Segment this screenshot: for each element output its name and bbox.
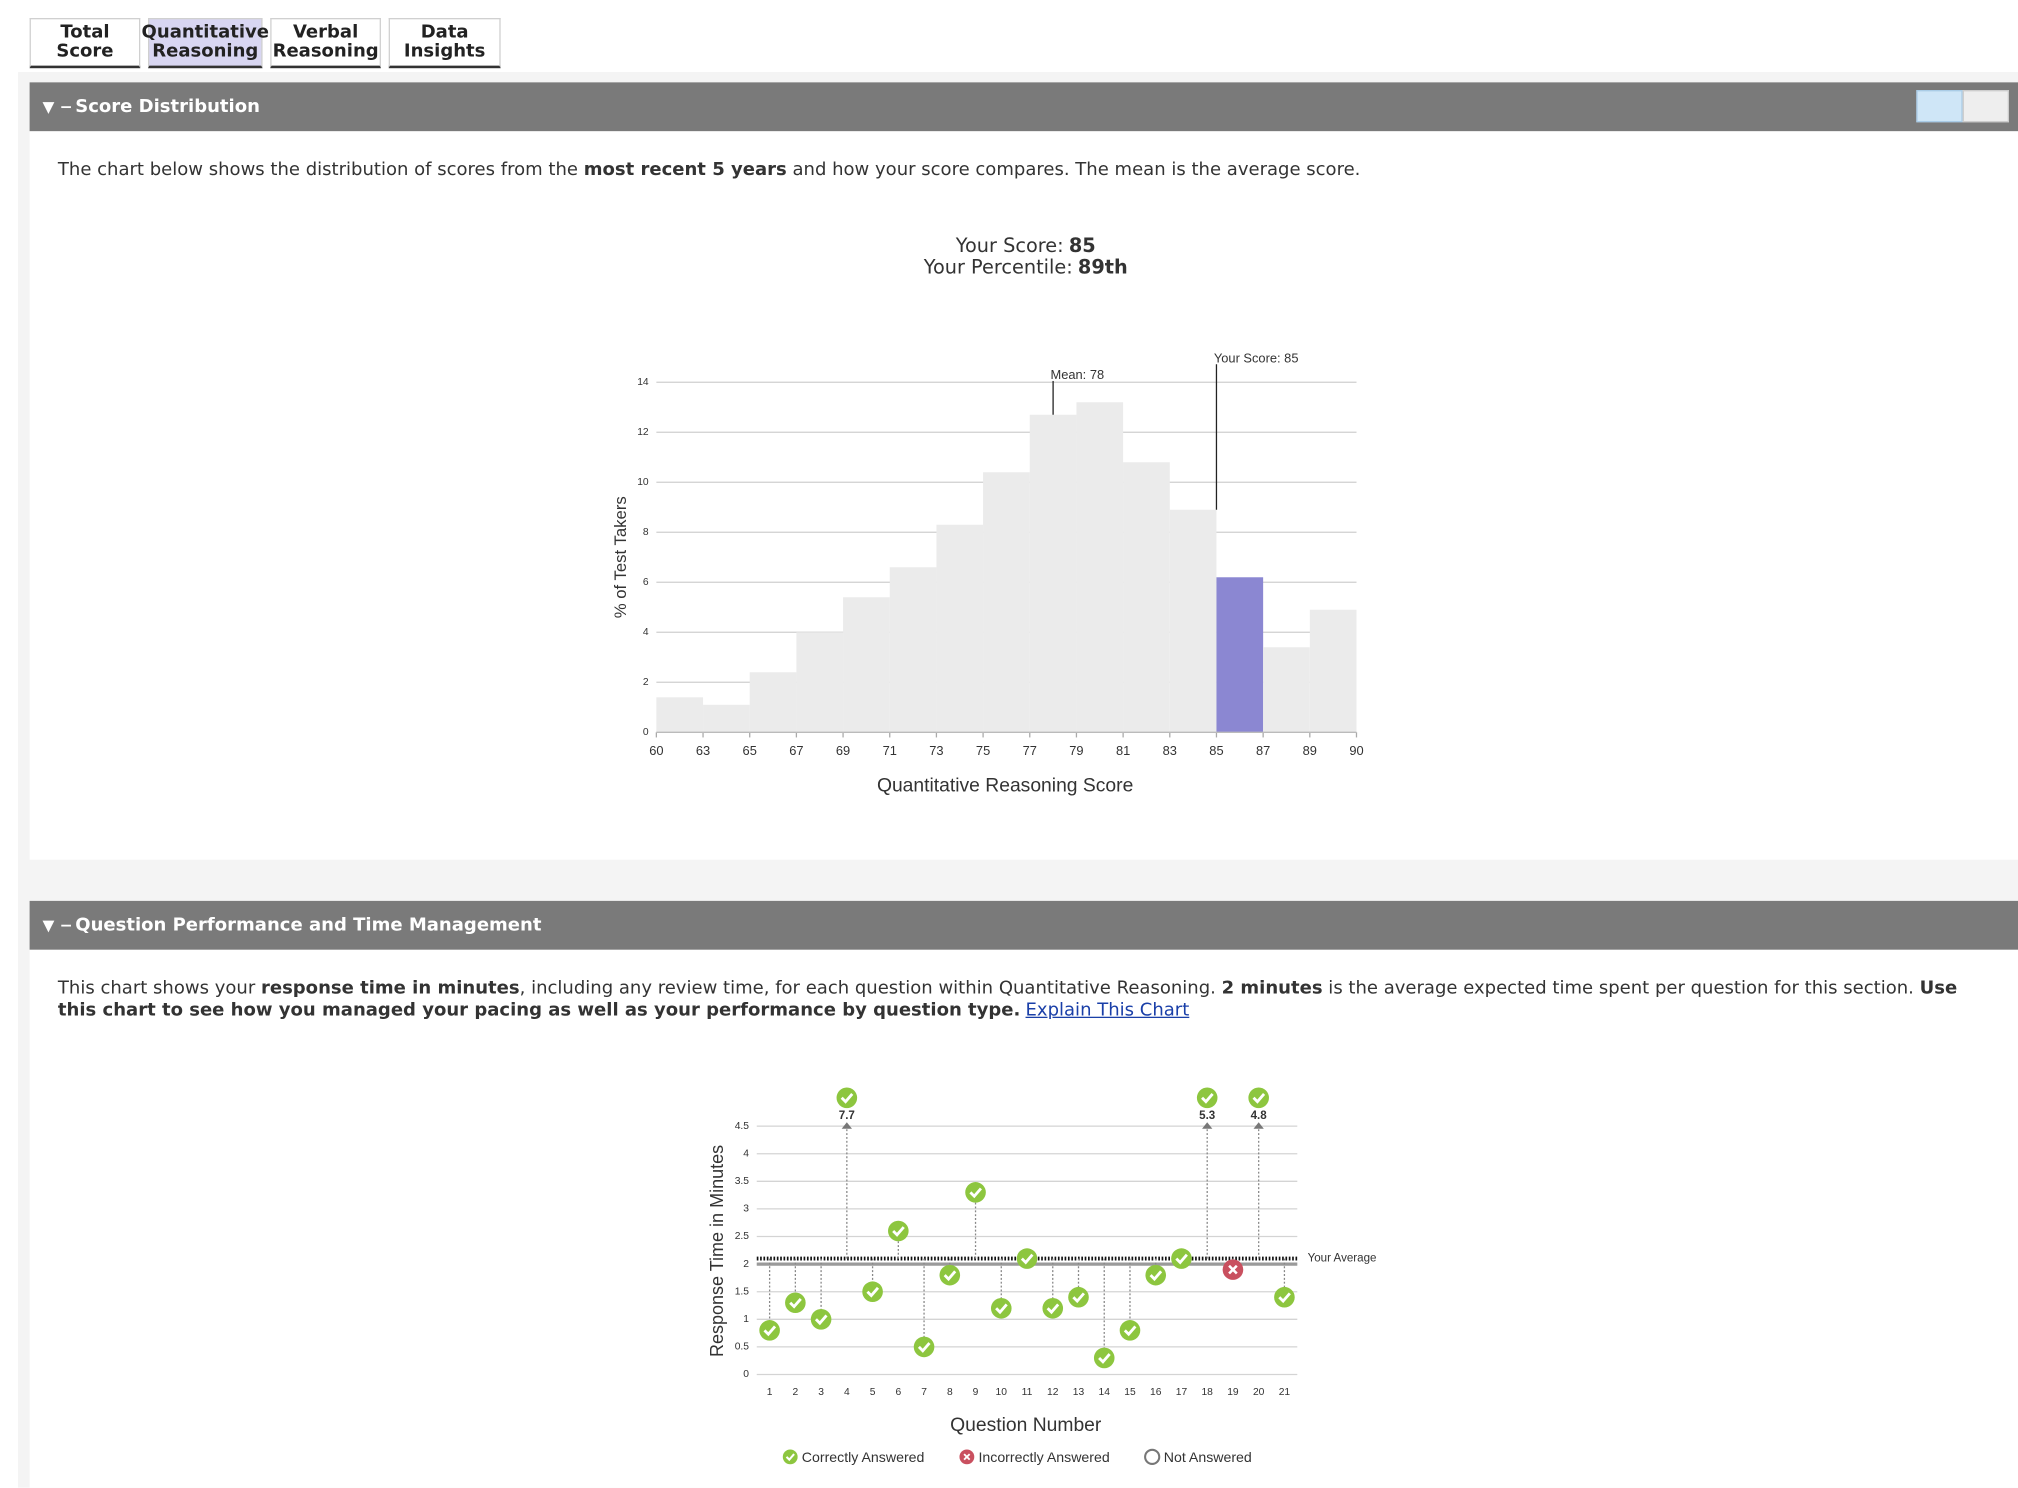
section-description: This chart shows your response time in m… bbox=[58, 978, 1976, 1022]
section-body bbox=[29, 949, 2018, 1488]
text-run: and how your score compares. The mean is… bbox=[786, 159, 1361, 181]
text-run: response time in minutes bbox=[260, 978, 520, 999]
tab[interactable]: Total Score bbox=[29, 18, 141, 69]
text-run: most recent 5 years bbox=[583, 159, 787, 181]
view-toggle bbox=[1916, 90, 2009, 123]
text-run: , including any review time, for each qu… bbox=[519, 978, 1222, 999]
tab[interactable]: Verbal Reasoning bbox=[270, 18, 381, 69]
table-view-button[interactable] bbox=[1962, 90, 2009, 123]
collapse-icon: ▼ − bbox=[42, 916, 73, 935]
text-run: This chart shows your bbox=[57, 978, 261, 999]
section-title: Question Performance and Time Management bbox=[75, 915, 542, 936]
text-run: 2 minutes bbox=[1221, 978, 1323, 999]
tab[interactable]: Data Insights bbox=[388, 18, 501, 69]
text-run: is the average expected time spent per q… bbox=[1322, 978, 1920, 999]
chart-view-button[interactable] bbox=[1916, 90, 1963, 123]
section-title: Score Distribution bbox=[75, 96, 260, 118]
section-header[interactable]: ▼ − Question Performance and Time Managem… bbox=[29, 900, 2018, 950]
collapse-icon: ▼ − bbox=[42, 97, 73, 116]
tab[interactable]: Quantitative Reasoning bbox=[142, 18, 269, 69]
section-description: The chart below shows the distribution o… bbox=[58, 160, 1976, 182]
explain-link[interactable]: Explain This Chart bbox=[1025, 999, 1190, 1021]
section-header[interactable]: ▼ − Score Distribution bbox=[29, 82, 2018, 132]
text-run: Use this chart to see how you managed yo… bbox=[57, 978, 1958, 1021]
section-body bbox=[29, 131, 2018, 860]
text-run: The chart below shows the distribution o… bbox=[57, 159, 584, 181]
